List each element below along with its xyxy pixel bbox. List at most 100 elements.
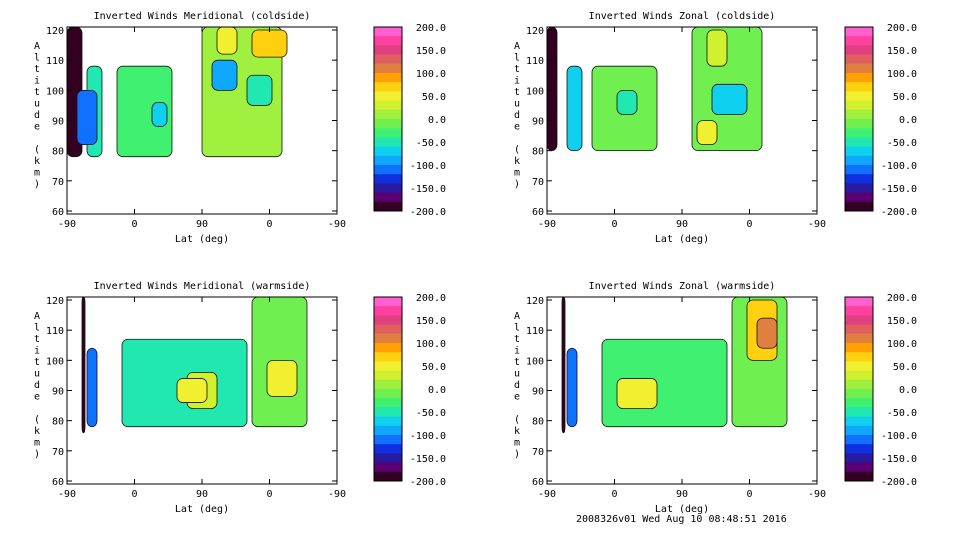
y-axis-label-char: u <box>514 99 520 110</box>
y-axis-label-char: l <box>514 53 520 64</box>
colorbar-segment <box>845 91 873 102</box>
chart-panel-3: Inverted Winds Meridional (warmside) -90 0… <box>34 281 446 515</box>
y-tick-label: 80 <box>532 417 544 428</box>
contour-region <box>176 378 208 403</box>
colorbar-segment <box>374 109 402 120</box>
colorbar-segment <box>374 370 402 381</box>
x-tick-label: -90 <box>328 489 346 500</box>
colorbar-segment <box>374 36 402 46</box>
contour-region <box>616 378 658 409</box>
y-tick-label: 100 <box>526 356 544 367</box>
colorbar-segment <box>374 128 402 138</box>
plot-area <box>81 297 308 434</box>
y-axis-label-char: u <box>34 99 40 110</box>
colorbar-segment <box>845 453 873 464</box>
colorbar-segment <box>845 416 873 427</box>
contour-region <box>151 102 168 127</box>
y-axis-label-char: m <box>34 438 40 449</box>
y-axis-label-char: A <box>514 311 520 322</box>
colorbar-segment <box>845 352 873 362</box>
contour-region <box>116 65 173 158</box>
colorbar-tick-label: 150.0 <box>887 316 917 327</box>
colorbar-segment <box>374 471 402 482</box>
y-tick-label: 110 <box>526 56 544 67</box>
y-axis-label-char: k <box>514 426 520 437</box>
colorbar-tick-label: -150.0 <box>881 184 917 195</box>
colorbar-segment <box>374 146 402 157</box>
contour-region <box>246 74 273 106</box>
y-axis-label-char: k <box>514 156 520 167</box>
axes-frame <box>546 26 818 215</box>
y-axis-label-char: A <box>34 311 40 322</box>
colorbar-segment <box>845 192 873 203</box>
colorbar-tick-label: 0.0 <box>899 115 917 126</box>
y-axis-label-char: ) <box>514 449 520 460</box>
colorbar-segment <box>374 183 402 194</box>
y-tick-label: 100 <box>46 86 64 97</box>
plot-area <box>547 27 763 152</box>
chart-title: Inverted Winds Zonal (warmside) <box>589 281 776 292</box>
x-tick-label: 90 <box>196 489 208 500</box>
y-axis-label-char: ) <box>34 449 40 460</box>
colorbar-segment <box>374 361 402 372</box>
colorbar-tick-label: -100.0 <box>410 431 446 442</box>
y-tick-label: 90 <box>52 387 64 398</box>
colorbar-segment <box>845 73 873 83</box>
colorbar-segment <box>374 73 402 83</box>
y-axis-label-char: u <box>514 369 520 380</box>
y-tick-label: 90 <box>532 117 544 128</box>
colorbar-segment <box>845 183 873 194</box>
colorbar-segment <box>845 370 873 381</box>
colorbar-segment <box>374 297 402 307</box>
colorbar-segment <box>845 361 873 372</box>
contour-region <box>566 347 578 428</box>
y-axis-label-char: ( <box>34 415 40 426</box>
y-tick-label: 70 <box>532 177 544 188</box>
y-axis-label-char: e <box>514 122 520 133</box>
colorbar-tick-label: 200.0 <box>887 293 917 304</box>
y-axis-label-char: d <box>34 380 40 391</box>
x-axis-label: Lat (deg) <box>175 234 229 245</box>
y-axis-label-char: ( <box>514 415 520 426</box>
y-tick-label: 120 <box>526 296 544 307</box>
colorbar-segment <box>374 174 402 184</box>
colorbar-tick-label: -150.0 <box>881 454 917 465</box>
colorbar-segment <box>845 100 873 111</box>
colorbar-segment <box>845 379 873 390</box>
y-axis-label-char: l <box>514 323 520 334</box>
y-tick-label: 60 <box>52 477 64 488</box>
contour-region <box>561 297 566 434</box>
y-axis-label-char: e <box>34 122 40 133</box>
footer-timestamp: 2008326v01 Wed Aug 10 08:48:51 2016 <box>576 514 787 525</box>
colorbar-segment <box>374 45 402 56</box>
colorbar-tick-label: 150.0 <box>887 46 917 57</box>
colorbar-tick-label: 50.0 <box>893 362 917 373</box>
y-axis-label-char: d <box>514 380 520 391</box>
x-tick-label: -90 <box>808 219 826 230</box>
y-axis-label-char: ( <box>34 145 40 156</box>
colorbar-segment <box>374 444 402 454</box>
colorbar-segment <box>374 343 402 353</box>
colorbar-segment <box>374 416 402 427</box>
y-tick-label: 90 <box>532 387 544 398</box>
contour-region <box>76 89 98 146</box>
x-tick-label: 0 <box>266 219 272 230</box>
colorbar-segment <box>374 425 402 436</box>
chart-title: Inverted Winds Meridional (coldside) <box>94 11 311 22</box>
colorbar-segment <box>374 315 402 326</box>
y-tick-label: 80 <box>52 417 64 428</box>
colorbar-tick-label: 150.0 <box>416 316 446 327</box>
colorbar-tick-label: 50.0 <box>422 92 446 103</box>
contour-region <box>201 27 283 158</box>
colorbar-tick-label: -100.0 <box>410 161 446 172</box>
colorbar-tick-label: -50.0 <box>887 408 917 419</box>
y-tick-label: 70 <box>52 447 64 458</box>
plot-area <box>561 297 788 434</box>
y-tick-label: 80 <box>532 147 544 158</box>
x-tick-label: 0 <box>266 489 272 500</box>
colorbar-segment <box>845 54 873 65</box>
colorbar-segment <box>374 165 402 175</box>
y-tick-label: 60 <box>52 207 64 218</box>
y-axis-label-char: ) <box>34 179 40 190</box>
colorbar-segment <box>374 63 402 74</box>
